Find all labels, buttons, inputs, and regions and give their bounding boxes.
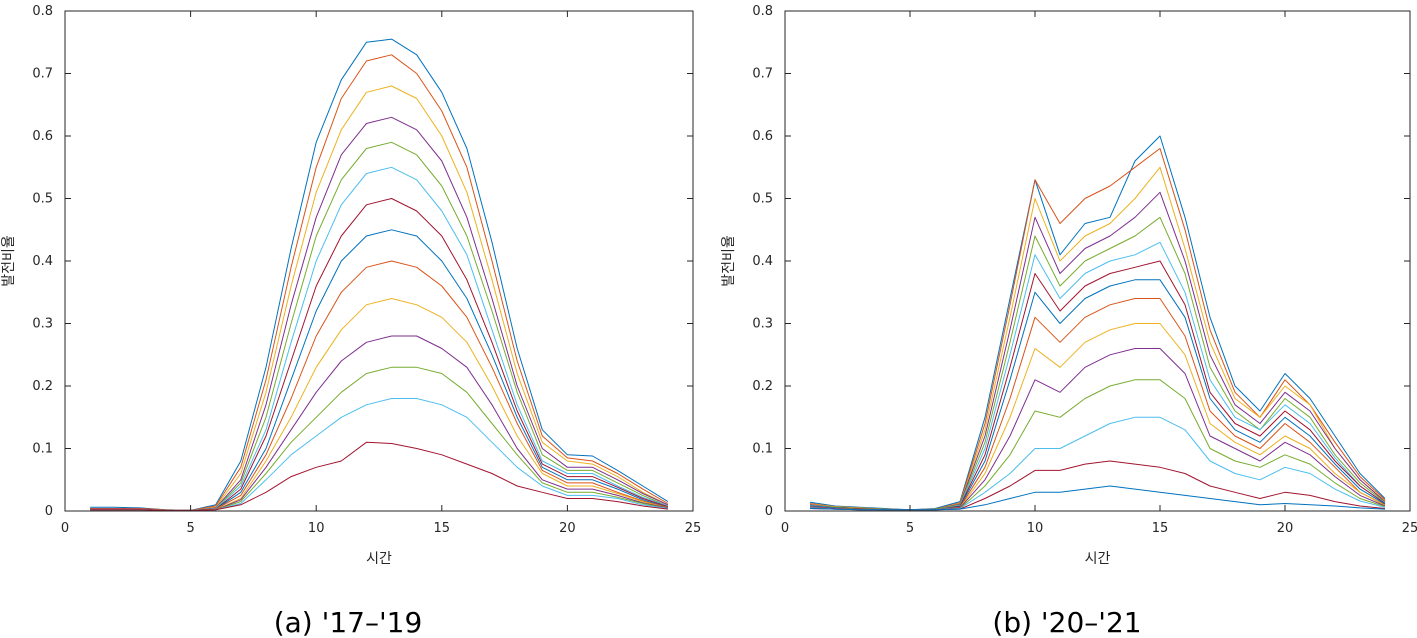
- y-tick-label: 0.4: [752, 254, 773, 269]
- y-tick-label: 0.1: [32, 442, 53, 457]
- x-tick-label: 20: [1277, 521, 1294, 536]
- x-axis-label: 시간: [366, 551, 392, 567]
- y-tick-label: 0.6: [752, 129, 773, 144]
- x-tick-label: 20: [559, 521, 576, 536]
- y-tick-label: 0: [45, 504, 53, 519]
- y-tick-label: 0.6: [32, 129, 53, 144]
- series-group: [809, 135, 1386, 511]
- y-tick-label: 0.2: [752, 379, 773, 394]
- y-tick-label: 0.5: [32, 192, 53, 207]
- series-line-2: [90, 54, 669, 511]
- series-line-13: [809, 416, 1386, 511]
- x-tick-label: 5: [906, 521, 914, 536]
- y-tick-label: 0.2: [32, 379, 53, 394]
- x-tick-label: 15: [434, 521, 451, 536]
- y-tick-label: 0.4: [32, 254, 53, 269]
- y-tick-label: 0.5: [752, 192, 773, 207]
- series-line-14: [90, 441, 668, 511]
- chart-caption: (b) '20–'21: [992, 606, 1141, 638]
- series-line-10: [90, 298, 669, 511]
- chart-b: 0 5 10 15 20 25 0 0.1 0.2 0.3 0.4 0.5 0.6 0.7 0.8 시간 발전비…: [721, 4, 1417, 638]
- y-tick-label: 0.3: [32, 317, 53, 332]
- x-axis-label: 시간: [1085, 551, 1111, 567]
- series-line-3: [90, 85, 669, 511]
- series-line-13: [90, 398, 668, 511]
- chart-caption: (a) '17–'19: [274, 606, 423, 638]
- series-line-7: [809, 260, 1386, 511]
- y-tick-label: 0.8: [752, 4, 773, 19]
- chart-a: 0 5 10 15 20 25 0 0.1 0.2 0.3 0.4 0.5 0.6 0.7 0.8 시간 발전비…: [1, 4, 701, 638]
- x-tick-label: 25: [1402, 521, 1417, 536]
- x-tick-label: 25: [685, 521, 702, 536]
- series-line-3: [809, 166, 1386, 511]
- plot-frame: [784, 10, 1411, 512]
- y-tick-label: 0.7: [752, 67, 773, 82]
- series-line-14: [809, 460, 1386, 511]
- plot-frame: [64, 10, 694, 512]
- series-line-11: [809, 348, 1386, 511]
- series-line-6: [809, 241, 1386, 511]
- series-line-10: [809, 323, 1386, 511]
- series-line-7: [90, 198, 669, 511]
- series-line-5: [809, 216, 1386, 511]
- series-line-2: [809, 148, 1386, 511]
- y-tick-label: 0.8: [32, 4, 53, 19]
- series-line-11: [90, 335, 668, 511]
- x-tick-label: 10: [308, 521, 325, 536]
- series-line-8: [809, 279, 1386, 511]
- series-line-9: [809, 298, 1386, 511]
- y-axis-label: 발전비율: [721, 235, 737, 287]
- x-tick-label: 10: [1027, 521, 1044, 536]
- y-tick-label: 0.7: [32, 67, 53, 82]
- x-tick-label: 0: [781, 521, 789, 536]
- series-group: [90, 38, 669, 511]
- y-tick-label: 0.3: [752, 317, 773, 332]
- x-tick-label: 5: [186, 521, 194, 536]
- x-tick-label: 0: [61, 521, 69, 536]
- series-line-12: [809, 379, 1386, 511]
- series-line-1: [90, 38, 669, 511]
- y-tick-label: 0: [765, 504, 773, 519]
- y-axis-label: 발전비율: [1, 235, 17, 287]
- x-tick-label: 15: [1152, 521, 1169, 536]
- series-line-15: [809, 485, 1386, 511]
- y-tick-label: 0.1: [752, 442, 773, 457]
- series-line-9: [90, 260, 669, 511]
- series-line-4: [90, 116, 669, 511]
